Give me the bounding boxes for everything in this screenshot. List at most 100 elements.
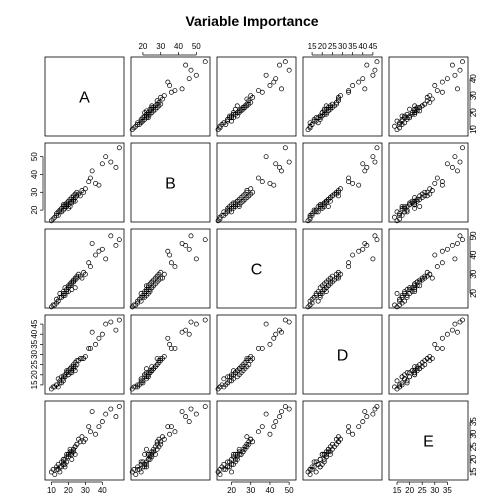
data-point xyxy=(362,409,368,414)
data-point xyxy=(271,335,277,341)
data-point xyxy=(449,327,455,333)
data-point xyxy=(273,331,279,337)
panel-frame xyxy=(44,400,125,481)
data-point xyxy=(79,434,85,440)
data-point xyxy=(244,356,250,362)
data-point xyxy=(460,145,465,151)
data-point xyxy=(460,59,465,65)
tick-label: 40 xyxy=(98,486,107,495)
data-point xyxy=(82,271,88,277)
data-point xyxy=(248,354,254,359)
data-point xyxy=(397,120,402,126)
data-point xyxy=(149,451,155,457)
data-point xyxy=(229,456,234,462)
data-point xyxy=(86,345,92,351)
panel-d-e xyxy=(388,314,469,395)
data-point xyxy=(455,86,460,92)
data-point xyxy=(323,451,329,457)
data-point xyxy=(399,374,405,380)
data-point xyxy=(374,59,380,65)
data-point xyxy=(407,287,413,293)
data-point xyxy=(394,118,400,124)
panel-frame xyxy=(44,314,125,395)
data-point xyxy=(307,302,313,308)
tick-label: 20 xyxy=(64,486,73,495)
y-axis-right-c: 20 30 40 50 xyxy=(469,231,478,298)
data-point xyxy=(236,108,242,114)
data-point xyxy=(72,444,78,450)
diagonal-label-e: E xyxy=(423,434,434,451)
data-point xyxy=(370,154,376,160)
panel-frame xyxy=(302,314,383,395)
data-point xyxy=(452,256,458,262)
data-point xyxy=(152,451,158,457)
data-point xyxy=(116,145,122,151)
panel-frame xyxy=(302,142,383,223)
data-point xyxy=(404,294,410,300)
data-point xyxy=(225,459,231,465)
data-point xyxy=(193,256,199,262)
data-point xyxy=(422,101,428,107)
data-point xyxy=(82,436,88,442)
panel-e-e: E xyxy=(388,400,469,481)
x-axis-top-b: 20 30 40 50 xyxy=(138,42,201,56)
data-point xyxy=(240,364,246,370)
data-point xyxy=(424,94,430,100)
data-point xyxy=(452,154,458,160)
data-point xyxy=(62,456,68,462)
tick-label: 10 xyxy=(47,486,56,495)
panel-b-b: B xyxy=(130,142,211,223)
data-point xyxy=(48,469,54,475)
data-point xyxy=(427,93,433,99)
data-point xyxy=(161,436,167,442)
data-point xyxy=(414,108,420,114)
data-point xyxy=(116,317,122,323)
data-point xyxy=(131,302,137,308)
tick-label: 30 xyxy=(246,486,255,495)
tick-label: 20 xyxy=(469,108,478,117)
data-point xyxy=(147,456,153,462)
data-point xyxy=(225,464,231,470)
data-point xyxy=(449,242,455,248)
data-point xyxy=(394,209,400,215)
data-point xyxy=(412,106,418,112)
data-point xyxy=(399,113,405,119)
data-point xyxy=(161,354,167,359)
data-point xyxy=(360,246,366,252)
data-point xyxy=(350,431,356,437)
diagonal-label-d: D xyxy=(337,348,349,365)
data-point xyxy=(248,186,254,192)
data-point xyxy=(439,335,445,341)
data-point xyxy=(409,111,415,117)
x-axis-bottom-c: 20 30 40 50 xyxy=(227,481,294,495)
data-point xyxy=(240,198,246,204)
data-point xyxy=(412,370,418,376)
data-point xyxy=(399,122,405,127)
data-point xyxy=(255,345,261,351)
data-point xyxy=(397,212,402,218)
data-point xyxy=(417,105,423,110)
panel-frame xyxy=(302,56,383,137)
data-point xyxy=(186,419,192,425)
data-point xyxy=(142,372,148,378)
data-point xyxy=(108,233,114,239)
data-point xyxy=(307,467,313,472)
data-point xyxy=(282,59,288,65)
tick-label: 30 xyxy=(81,486,90,495)
data-point xyxy=(372,233,378,239)
data-point xyxy=(407,106,413,112)
data-point xyxy=(399,212,405,218)
data-point xyxy=(452,72,458,78)
data-point xyxy=(321,111,327,117)
panel-frame xyxy=(216,56,297,137)
data-point xyxy=(449,164,455,170)
data-point xyxy=(135,382,141,388)
data-point xyxy=(232,451,238,457)
data-point xyxy=(60,374,66,380)
data-point xyxy=(362,86,368,92)
data-point xyxy=(60,459,66,465)
data-point xyxy=(52,472,58,477)
data-point xyxy=(60,291,66,296)
data-point xyxy=(131,467,137,472)
data-point xyxy=(64,202,70,208)
